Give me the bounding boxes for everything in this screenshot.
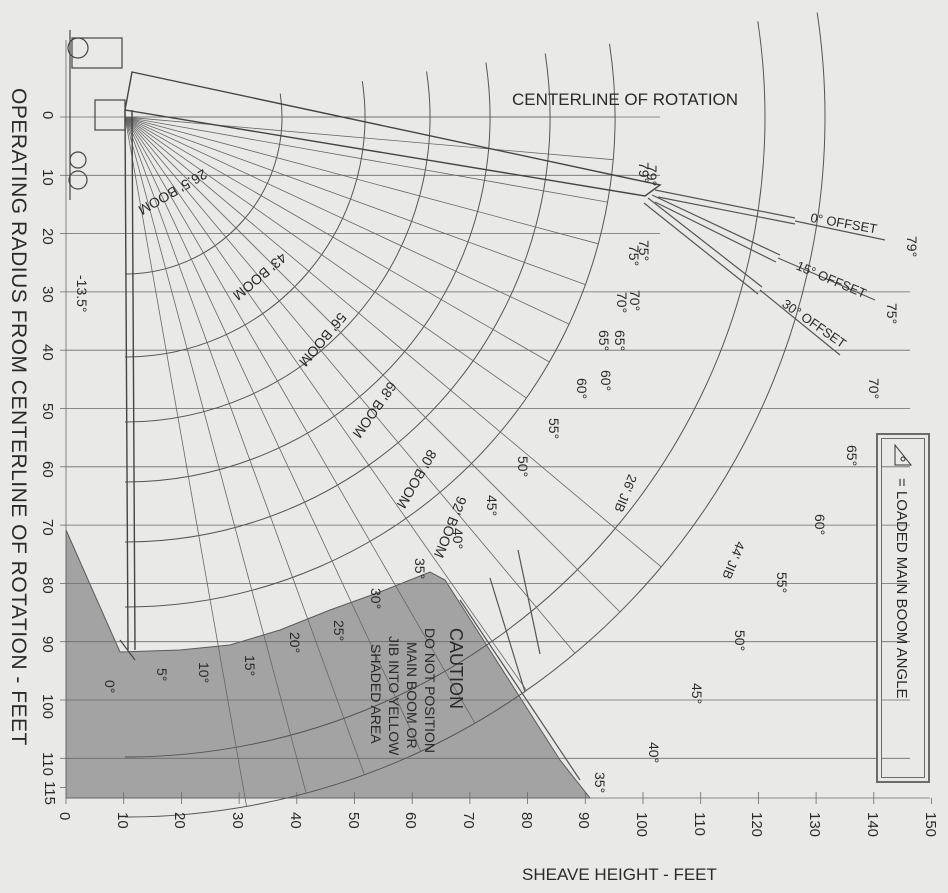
angle-ray	[124, 116, 307, 794]
angle-ray	[124, 116, 527, 399]
boom-arc-68	[124, 62, 491, 483]
boom-arc-26	[124, 93, 283, 275]
boom-arc-56	[124, 71, 431, 423]
angle-ray	[124, 116, 586, 285]
angle-ray	[124, 116, 576, 654]
angle-ray	[124, 116, 527, 691]
jib-arc-26	[124, 21, 766, 758]
angle-ray	[124, 116, 608, 203]
boom-arc-43	[124, 81, 366, 358]
angle-ray	[124, 116, 476, 724]
jib-lattice	[459, 189, 886, 781]
angle-rays	[124, 116, 662, 807]
jib-arc-44	[124, 12, 826, 818]
angle-ray	[124, 116, 365, 775]
angle-ray	[124, 116, 247, 807]
angle-ray	[124, 116, 662, 568]
crane-truck	[67, 30, 136, 661]
shaded-caution-area	[65, 529, 592, 799]
angle-ray	[124, 116, 599, 245]
boom-arcs	[124, 12, 826, 818]
angle-ray	[124, 116, 621, 613]
main-boom	[124, 71, 662, 651]
angle-ray	[124, 116, 550, 363]
boom-arc-92	[124, 43, 616, 608]
angle-ray	[124, 116, 422, 752]
boom-arc-80	[124, 53, 551, 543]
angle-ray	[124, 116, 570, 325]
